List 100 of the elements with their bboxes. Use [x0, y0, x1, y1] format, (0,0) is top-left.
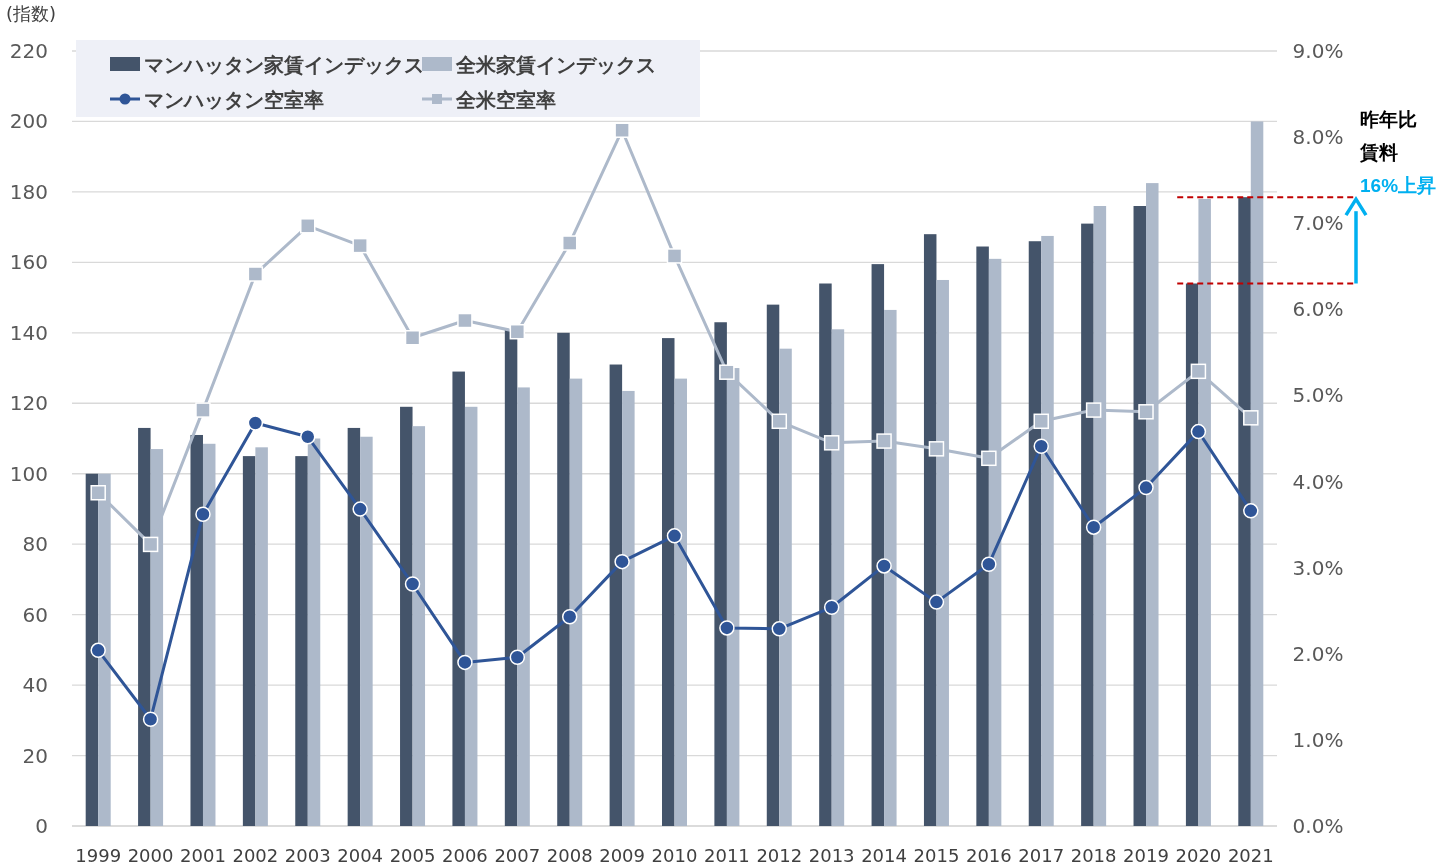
point [614, 122, 630, 138]
x-tick-label: 2009 [599, 845, 646, 866]
text: 賃料 [1359, 142, 1398, 163]
point [981, 556, 997, 572]
legend-label: 全米家賃インデックス [455, 53, 656, 77]
bar [452, 371, 465, 826]
point [1085, 402, 1102, 418]
point [928, 441, 945, 457]
legend-label: マンハッタン家賃インデックス [144, 53, 424, 77]
point [247, 415, 264, 431]
y2-tick-label: 3.0% [1292, 555, 1344, 580]
x-tick-label: 2007 [494, 845, 541, 866]
x-tick-label: 2020 [1175, 845, 1222, 866]
y-tick-label: 140 [9, 320, 48, 345]
bar [190, 434, 203, 826]
bar [202, 443, 216, 826]
y-tick-label: 40 [22, 673, 48, 698]
bar [347, 427, 361, 826]
bar [307, 438, 321, 826]
bar [1133, 206, 1147, 826]
point [771, 621, 788, 637]
point [90, 485, 106, 501]
point [928, 594, 945, 610]
bar [295, 456, 308, 826]
point [981, 450, 997, 467]
point [1138, 479, 1154, 496]
bar [360, 436, 373, 826]
x-tick-label: 2004 [337, 845, 384, 866]
point [195, 506, 211, 523]
bar [1081, 223, 1094, 826]
point [509, 649, 526, 665]
point [142, 711, 159, 727]
point [614, 553, 630, 570]
y-tick-label: 160 [9, 250, 48, 275]
text: 16%上昇 [1360, 175, 1437, 196]
x-tick-label: 2019 [1123, 845, 1169, 866]
x-tick-label: 2013 [808, 845, 855, 866]
point [1033, 413, 1049, 430]
y-tick-label: 200 [9, 109, 48, 134]
y2-tick-label: 4.0% [1292, 469, 1344, 494]
point [1243, 503, 1259, 519]
x-tick-label: 2015 [913, 845, 960, 866]
bar [609, 364, 623, 826]
y2-tick-label: 9.0% [1292, 39, 1344, 63]
bar [557, 332, 570, 826]
y2-tick-label: 7.0% [1292, 211, 1344, 236]
point [509, 323, 526, 340]
bar [714, 322, 727, 826]
point [719, 620, 735, 636]
point [300, 218, 316, 234]
y-axis-title: (指数) [6, 3, 57, 24]
point [876, 433, 892, 449]
y-tick-label: 180 [9, 179, 48, 204]
bar [85, 473, 99, 826]
bar [976, 246, 989, 826]
bar [412, 426, 426, 826]
y-tick-label: 120 [9, 391, 48, 416]
point [1190, 363, 1207, 380]
point [666, 528, 683, 544]
point [247, 266, 264, 282]
y2-tick-label: 6.0% [1292, 297, 1344, 322]
bar [504, 329, 518, 826]
bar [819, 283, 832, 826]
x-tick-label: 2016 [965, 845, 1012, 866]
point [142, 536, 159, 553]
bar [662, 338, 675, 826]
point [561, 609, 578, 625]
point [1243, 410, 1259, 426]
x-tick-label: 2002 [232, 845, 279, 866]
point [823, 599, 840, 616]
bar [923, 234, 937, 826]
bar [674, 378, 687, 826]
x-tick-label: 2011 [703, 845, 750, 866]
bar [400, 406, 413, 826]
bar [242, 456, 256, 826]
bar [464, 406, 478, 826]
y2-tick-label: 5.0% [1292, 383, 1344, 408]
y2-tick-label: 1.0% [1292, 727, 1344, 752]
y2-tick-label: 0.0% [1292, 814, 1344, 838]
point [457, 654, 473, 671]
point [1033, 438, 1049, 454]
y2-tick-label: 8.0% [1292, 125, 1344, 150]
y-tick-label: 80 [22, 532, 48, 557]
point [404, 330, 421, 346]
point [1190, 423, 1207, 440]
bar [569, 378, 583, 826]
x-tick-label: 2001 [180, 845, 226, 866]
x-tick-label: 2012 [756, 845, 803, 866]
bar [1028, 241, 1042, 826]
bar [1238, 197, 1251, 826]
x-tick-label: 2021 [1227, 845, 1274, 866]
point [300, 429, 316, 445]
y-tick-label: 100 [9, 461, 48, 486]
legend-label: 全米空室率 [455, 88, 556, 112]
text: 昨年比 [1360, 109, 1417, 130]
x-tick-label: 2014 [861, 845, 907, 866]
bar [517, 387, 530, 826]
point [561, 235, 578, 251]
point [823, 435, 840, 451]
point [1138, 404, 1154, 420]
